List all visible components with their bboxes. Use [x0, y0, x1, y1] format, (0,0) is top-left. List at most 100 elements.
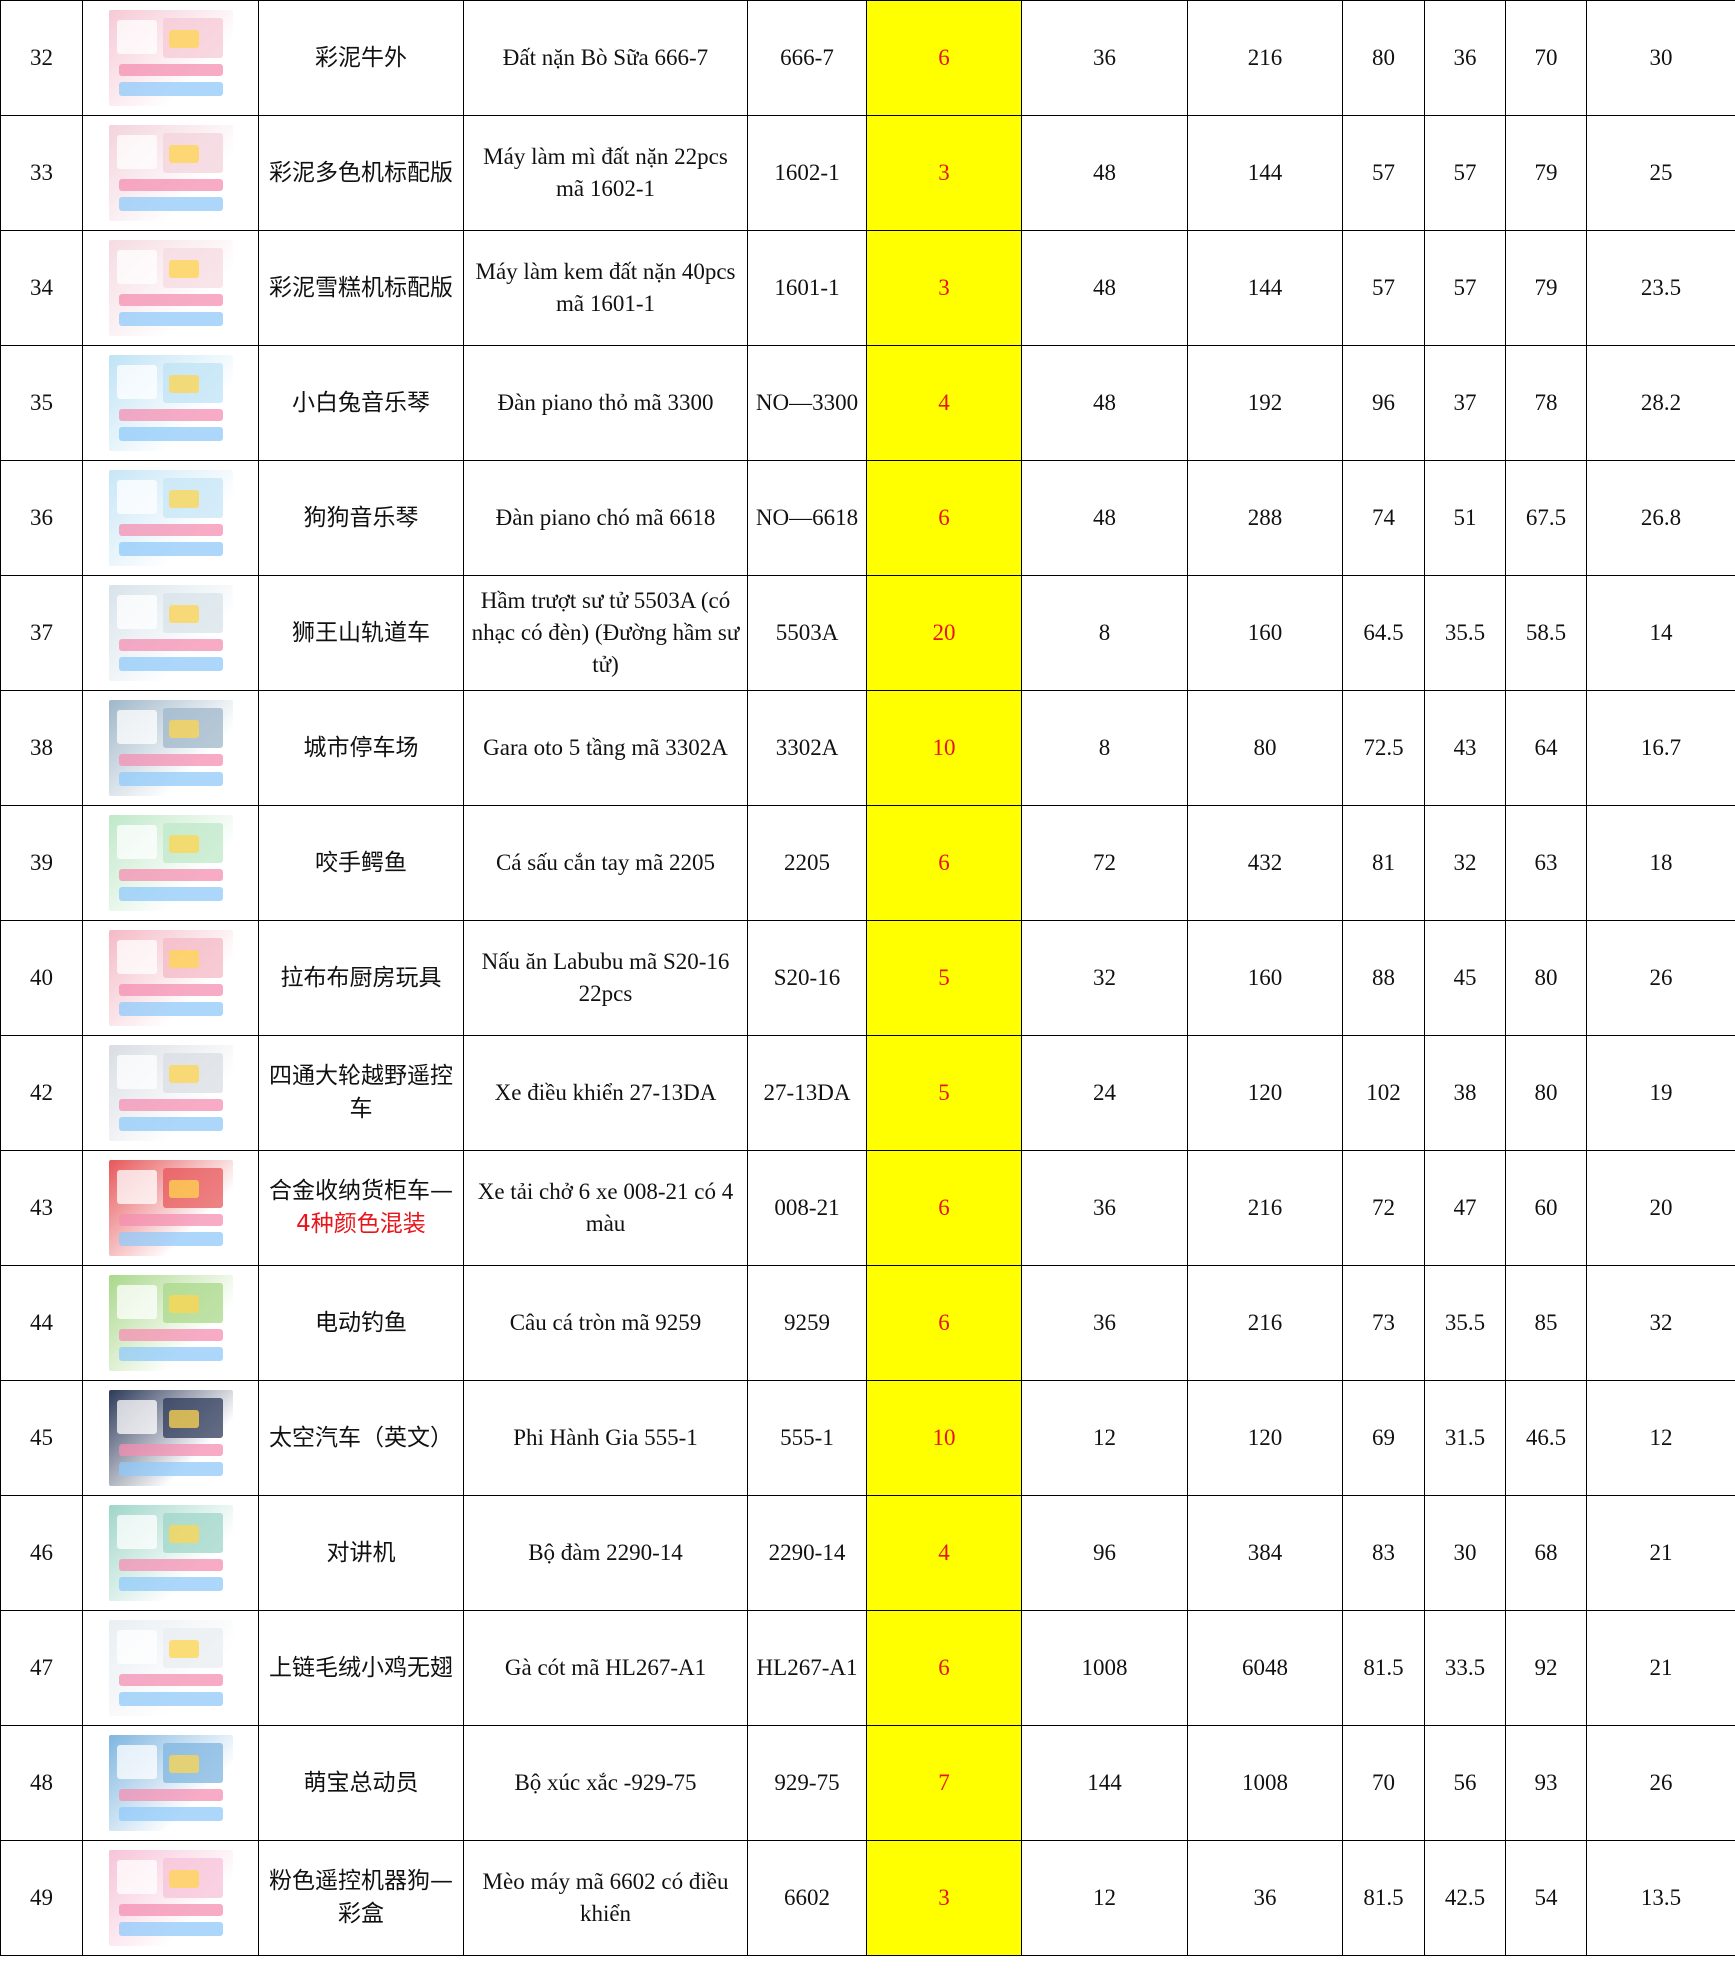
cell-number[interactable]: 39 — [0, 805, 83, 921]
cell-length[interactable]: 70 — [1342, 1725, 1425, 1841]
cell-carton-qty[interactable]: 48 — [1021, 230, 1188, 346]
cell-width[interactable]: 57 — [1424, 115, 1506, 231]
cell-image[interactable] — [82, 1380, 259, 1496]
cell-code[interactable]: 5503A — [747, 575, 867, 691]
cell-weight[interactable]: 18 — [1586, 805, 1735, 921]
cell-name-zh[interactable]: 狗狗音乐琴 — [258, 460, 464, 576]
cell-carton-qty[interactable]: 96 — [1021, 1495, 1188, 1611]
cell-number[interactable]: 36 — [0, 460, 83, 576]
cell-description[interactable]: Gà cót mã HL267-A1 — [463, 1610, 748, 1726]
cell-width[interactable]: 37 — [1424, 345, 1506, 461]
cell-code[interactable]: HL267-A1 — [747, 1610, 867, 1726]
cell-code[interactable]: S20-16 — [747, 920, 867, 1036]
cell-height[interactable]: 85 — [1505, 1265, 1587, 1381]
cell-description[interactable]: Bộ xúc xắc -929-75 — [463, 1725, 748, 1841]
cell-quantity[interactable]: 6 — [866, 1610, 1022, 1726]
cell-name-zh[interactable]: 四通大轮越野遥控车 — [258, 1035, 464, 1151]
cell-description[interactable]: Đàn piano chó mã 6618 — [463, 460, 748, 576]
cell-width[interactable]: 38 — [1424, 1035, 1506, 1151]
cell-name-zh[interactable]: 小白兔音乐琴 — [258, 345, 464, 461]
cell-weight[interactable]: 26 — [1586, 1725, 1735, 1841]
cell-number[interactable]: 45 — [0, 1380, 83, 1496]
cell-weight[interactable]: 21 — [1586, 1610, 1735, 1726]
cell-name-zh[interactable]: 拉布布厨房玩具 — [258, 920, 464, 1036]
cell-image[interactable] — [82, 1150, 259, 1266]
cell-quantity[interactable]: 6 — [866, 805, 1022, 921]
cell-height[interactable]: 79 — [1505, 115, 1587, 231]
cell-height[interactable]: 79 — [1505, 230, 1587, 346]
cell-weight[interactable]: 25 — [1586, 115, 1735, 231]
cell-total-qty[interactable]: 192 — [1187, 345, 1343, 461]
cell-carton-qty[interactable]: 24 — [1021, 1035, 1188, 1151]
cell-length[interactable]: 81.5 — [1342, 1610, 1425, 1726]
cell-number[interactable]: 43 — [0, 1150, 83, 1266]
cell-quantity[interactable]: 3 — [866, 230, 1022, 346]
cell-quantity[interactable]: 10 — [866, 690, 1022, 806]
cell-image[interactable] — [82, 1265, 259, 1381]
cell-total-qty[interactable]: 384 — [1187, 1495, 1343, 1611]
cell-description[interactable]: Máy làm mì đất nặn 22pcs mã 1602-1 — [463, 115, 748, 231]
cell-weight[interactable]: 23.5 — [1586, 230, 1735, 346]
cell-width[interactable]: 30 — [1424, 1495, 1506, 1611]
cell-number[interactable]: 37 — [0, 575, 83, 691]
cell-length[interactable]: 81 — [1342, 805, 1425, 921]
cell-name-zh[interactable]: 上链毛绒小鸡无翅 — [258, 1610, 464, 1726]
cell-width[interactable]: 42.5 — [1424, 1840, 1506, 1956]
cell-number[interactable]: 46 — [0, 1495, 83, 1611]
cell-image[interactable] — [82, 1035, 259, 1151]
cell-quantity[interactable]: 20 — [866, 575, 1022, 691]
cell-image[interactable] — [82, 345, 259, 461]
cell-quantity[interactable]: 5 — [866, 920, 1022, 1036]
cell-total-qty[interactable]: 160 — [1187, 920, 1343, 1036]
cell-carton-qty[interactable]: 36 — [1021, 0, 1188, 116]
cell-code[interactable]: 555-1 — [747, 1380, 867, 1496]
cell-image[interactable] — [82, 575, 259, 691]
cell-name-zh[interactable]: 粉色遥控机器狗—彩盒 — [258, 1840, 464, 1956]
cell-description[interactable]: Phi Hành Gia 555-1 — [463, 1380, 748, 1496]
cell-height[interactable]: 68 — [1505, 1495, 1587, 1611]
cell-length[interactable]: 81.5 — [1342, 1840, 1425, 1956]
cell-carton-qty[interactable]: 1008 — [1021, 1610, 1188, 1726]
cell-length[interactable]: 74 — [1342, 460, 1425, 576]
cell-weight[interactable]: 28.2 — [1586, 345, 1735, 461]
cell-weight[interactable]: 12 — [1586, 1380, 1735, 1496]
cell-height[interactable]: 63 — [1505, 805, 1587, 921]
cell-name-zh[interactable]: 彩泥牛外 — [258, 0, 464, 116]
cell-width[interactable]: 56 — [1424, 1725, 1506, 1841]
cell-carton-qty[interactable]: 144 — [1021, 1725, 1188, 1841]
cell-width[interactable]: 31.5 — [1424, 1380, 1506, 1496]
cell-total-qty[interactable]: 432 — [1187, 805, 1343, 921]
cell-code[interactable]: 27-13DA — [747, 1035, 867, 1151]
cell-width[interactable]: 47 — [1424, 1150, 1506, 1266]
cell-weight[interactable]: 21 — [1586, 1495, 1735, 1611]
cell-total-qty[interactable]: 1008 — [1187, 1725, 1343, 1841]
cell-quantity[interactable]: 7 — [866, 1725, 1022, 1841]
cell-total-qty[interactable]: 216 — [1187, 1150, 1343, 1266]
cell-weight[interactable]: 26.8 — [1586, 460, 1735, 576]
cell-height[interactable]: 46.5 — [1505, 1380, 1587, 1496]
cell-height[interactable]: 60 — [1505, 1150, 1587, 1266]
cell-carton-qty[interactable]: 8 — [1021, 575, 1188, 691]
cell-weight[interactable]: 16.7 — [1586, 690, 1735, 806]
cell-width[interactable]: 32 — [1424, 805, 1506, 921]
cell-name-zh[interactable]: 狮王山轨道车 — [258, 575, 464, 691]
cell-number[interactable]: 47 — [0, 1610, 83, 1726]
cell-width[interactable]: 35.5 — [1424, 575, 1506, 691]
cell-code[interactable]: 1601-1 — [747, 230, 867, 346]
cell-code[interactable]: 9259 — [747, 1265, 867, 1381]
cell-number[interactable]: 34 — [0, 230, 83, 346]
cell-carton-qty[interactable]: 32 — [1021, 920, 1188, 1036]
cell-height[interactable]: 93 — [1505, 1725, 1587, 1841]
cell-description[interactable]: Đất nặn Bò Sữa 666-7 — [463, 0, 748, 116]
cell-width[interactable]: 35.5 — [1424, 1265, 1506, 1381]
cell-length[interactable]: 72.5 — [1342, 690, 1425, 806]
cell-length[interactable]: 96 — [1342, 345, 1425, 461]
cell-width[interactable]: 51 — [1424, 460, 1506, 576]
cell-code[interactable]: 008-21 — [747, 1150, 867, 1266]
cell-carton-qty[interactable]: 48 — [1021, 345, 1188, 461]
cell-description[interactable]: Cá sấu cắn tay mã 2205 — [463, 805, 748, 921]
cell-width[interactable]: 43 — [1424, 690, 1506, 806]
cell-description[interactable]: Nấu ăn Labubu mã S20-16 22pcs — [463, 920, 748, 1036]
cell-quantity[interactable]: 3 — [866, 1840, 1022, 1956]
cell-number[interactable]: 42 — [0, 1035, 83, 1151]
